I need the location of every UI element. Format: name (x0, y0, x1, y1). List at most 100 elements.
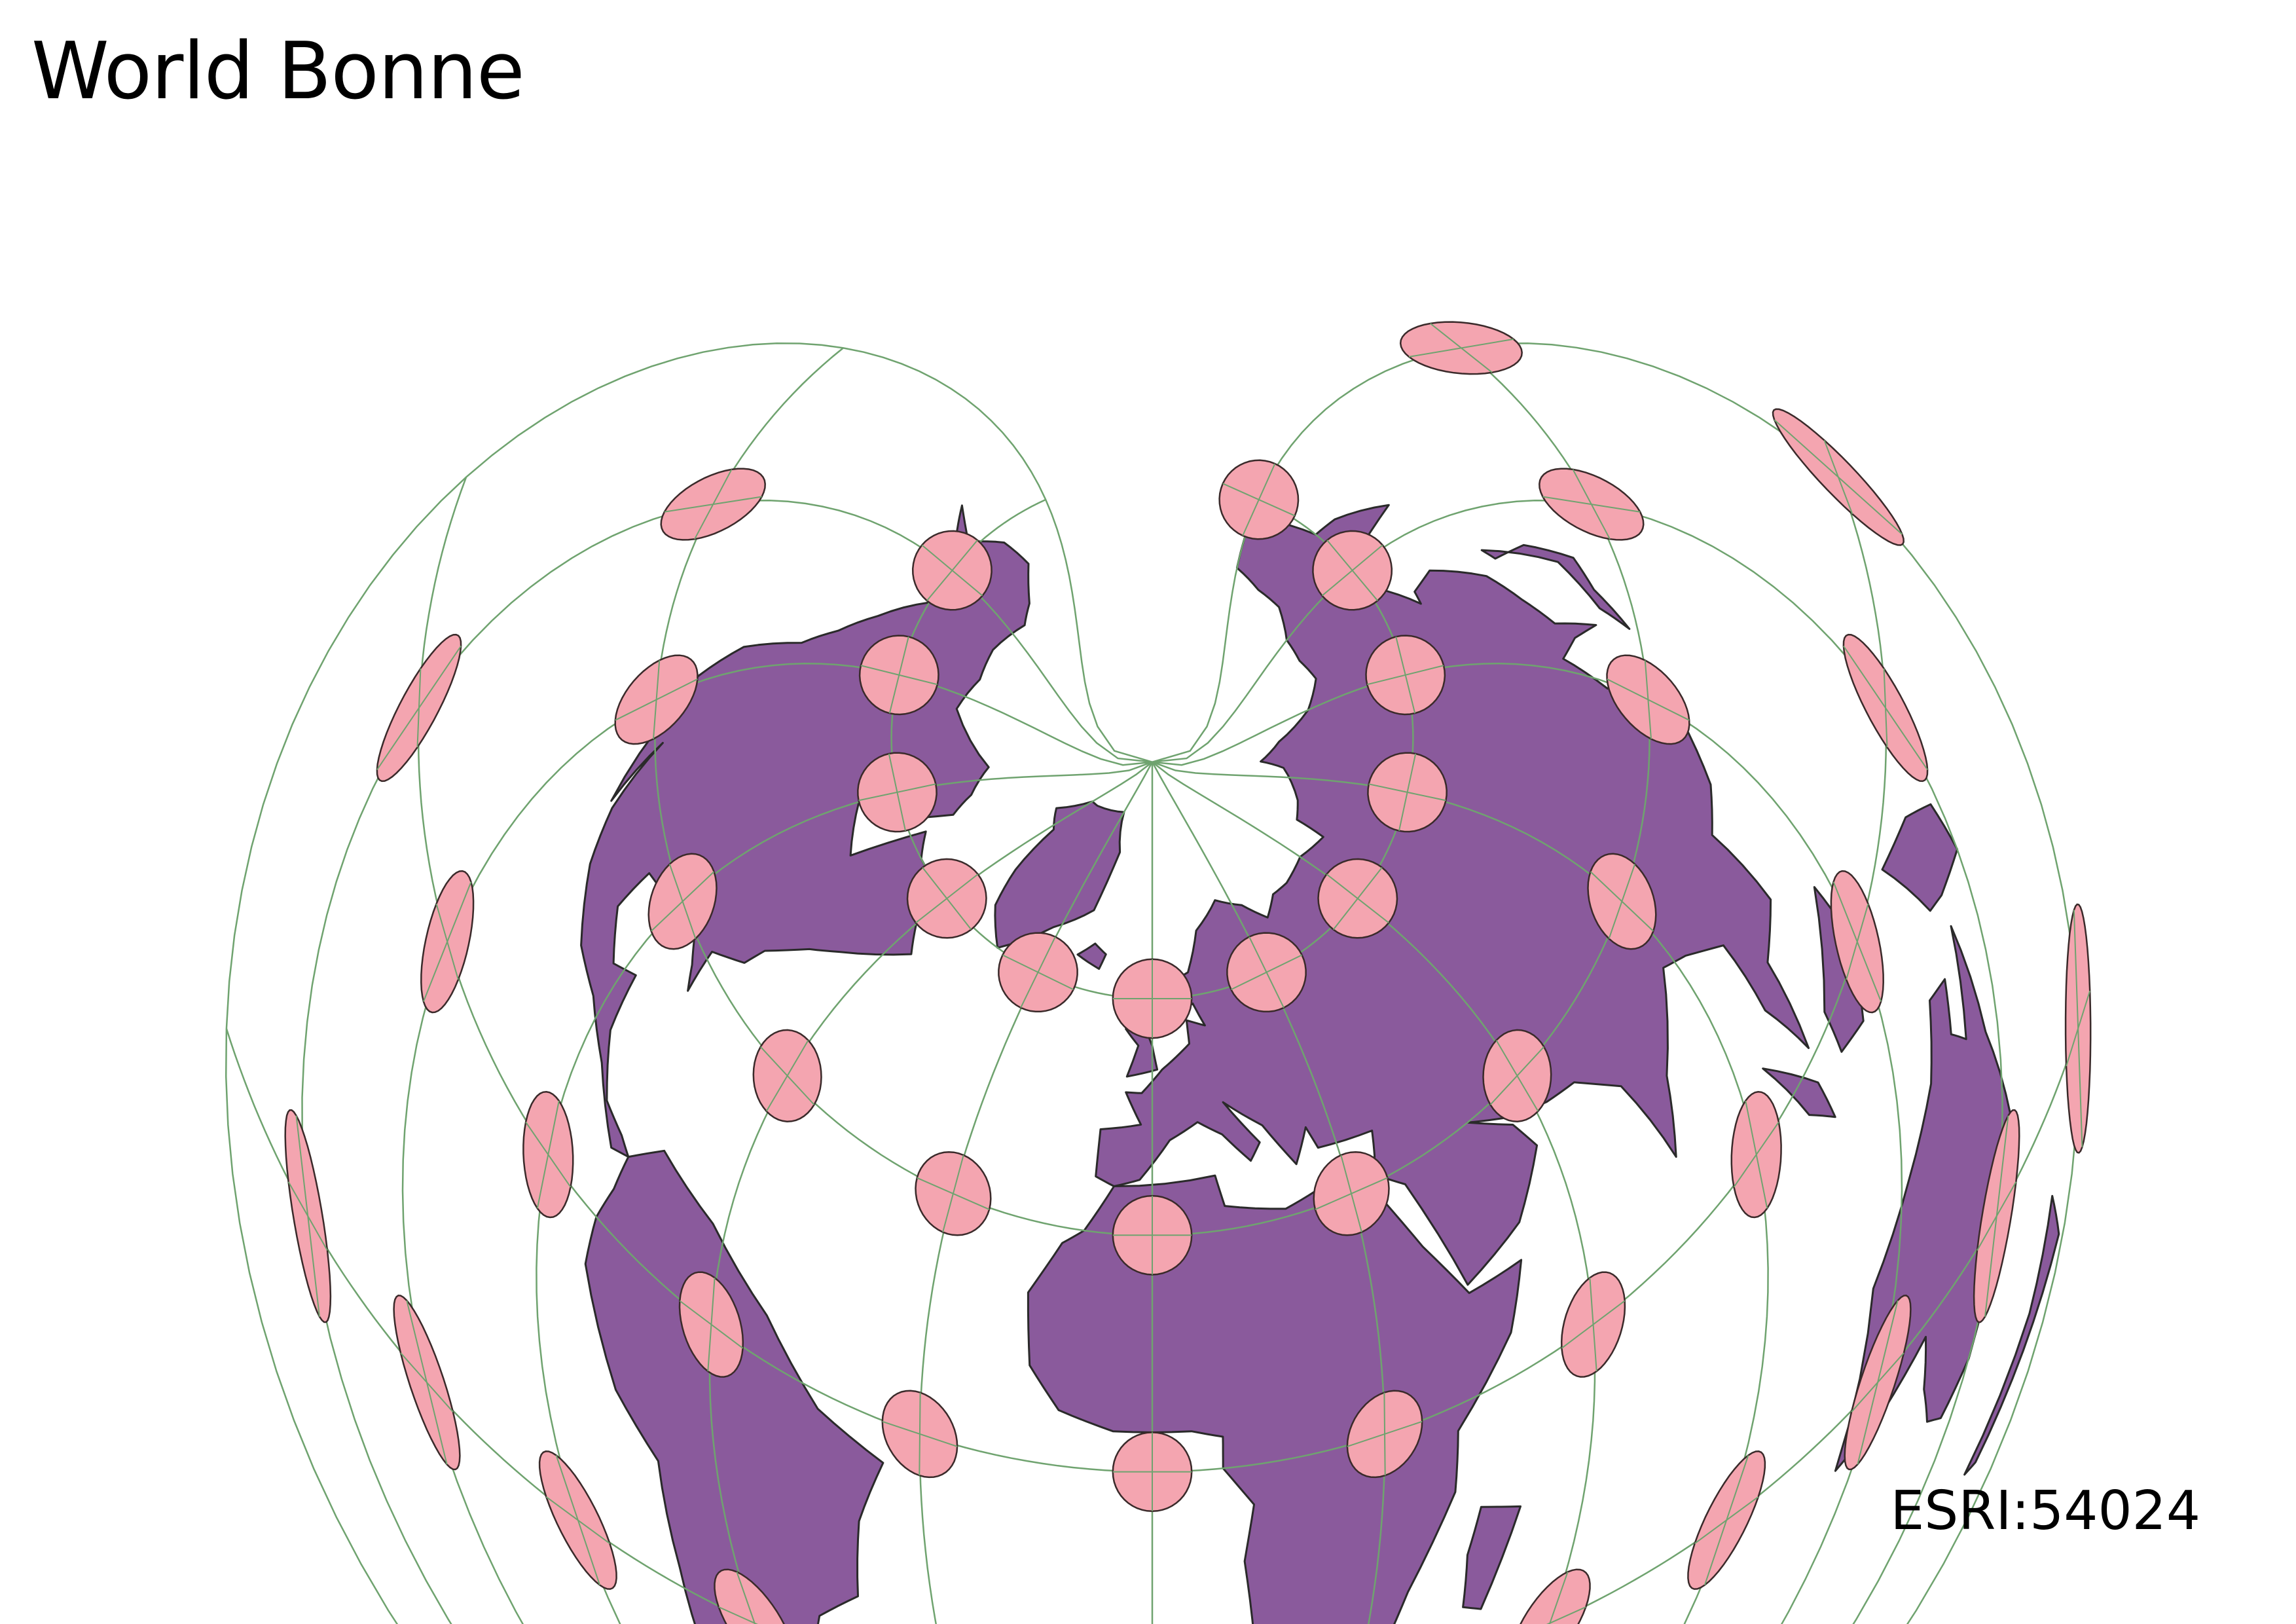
tissot-indicatrix (1317, 858, 1398, 939)
indicatrix-meridian-axis (1857, 1300, 1899, 1465)
tissot-indicatrix-layer (284, 321, 2092, 1624)
tissot-indicatrix (1560, 1271, 1626, 1378)
tissot-indicatrix (1399, 321, 1523, 375)
indicatrix-meridian-axis (921, 544, 983, 597)
landmass-greenland (994, 800, 1125, 949)
tissot-indicatrix (522, 1091, 574, 1219)
tissot-indicatrix (1730, 1091, 1782, 1219)
indicatrix-meridian-axis (1321, 544, 1383, 597)
tissot-indicatrix (420, 870, 475, 1014)
landmass-iceland (1076, 942, 1107, 970)
indicatrix-meridian-axis (1774, 419, 1903, 535)
tissot-indicatrix (857, 752, 938, 833)
tissot-indicatrix (906, 858, 987, 939)
indicatrix-meridian-axis (555, 1455, 601, 1585)
indicatrix-meridian-axis (1340, 1154, 1362, 1232)
indicatrix-ellipse (1520, 1568, 1591, 1624)
tissot-indicatrix (538, 1450, 617, 1590)
tissot-indicatrix (660, 468, 766, 541)
tissot-indicatrix (1112, 958, 1193, 1039)
indicatrix-meridian-axis (295, 1115, 320, 1317)
tissot-indicatrix (1367, 752, 1448, 833)
tissot-indicatrix (1112, 1194, 1193, 1276)
indicatrix-meridian-axis (860, 665, 938, 686)
indicatrix-meridian-axis (1408, 338, 1514, 358)
landmass-sumatra (1762, 1067, 1836, 1118)
tissot-indicatrix (1112, 1431, 1193, 1513)
tissot-indicatrix (393, 1295, 461, 1471)
tissot-indicatrix (714, 1568, 785, 1624)
indicatrix-meridian-axis (1590, 871, 1654, 932)
indicatrix-meridian-axis (2073, 910, 2083, 1147)
tissot-indicatrix (1830, 870, 1884, 1014)
indicatrix-meridian-axis (1832, 881, 1882, 1002)
tissot-indicatrix (998, 932, 1078, 1013)
indicatrix-meridian-axis (651, 871, 715, 932)
tissot-indicatrix (1226, 932, 1307, 1013)
map-title: World Bonne (31, 26, 525, 117)
tissot-indicatrix (915, 1151, 992, 1236)
indicatrix-meridian-axis (1607, 678, 1690, 721)
indicatrix-meridian-axis (1589, 1278, 1597, 1372)
indicatrix-meridian-axis (1548, 1572, 1569, 1624)
meridian-line (225, 342, 1153, 1624)
tissot-indicatrix (1973, 1109, 2020, 1323)
tissot-indicatrix (284, 1109, 332, 1323)
indicatrix-meridian-axis (1495, 1040, 1539, 1112)
landmass-south-america (584, 1149, 884, 1624)
tissot-indicatrix (1365, 635, 1446, 716)
indicatrix-meridian-axis (615, 678, 698, 721)
landmass-africa (1027, 1174, 1523, 1624)
indicatrix-meridian-axis (376, 645, 462, 771)
indicatrix-meridian-axis (1326, 874, 1389, 923)
indicatrix-meridian-axis (915, 874, 979, 923)
indicatrix-meridian-axis (765, 1040, 809, 1112)
indicatrix-meridian-axis (1704, 1455, 1749, 1585)
indicatrix-meridian-axis (1542, 496, 1641, 513)
tissot-indicatrix (376, 633, 462, 783)
tissot-indicatrix (1312, 530, 1393, 611)
indicatrix-meridian-axis (1248, 936, 1285, 1008)
tissot-indicatrix (1482, 1029, 1552, 1122)
tissot-indicatrix (1587, 853, 1657, 950)
indicatrix-meridian-axis (1020, 936, 1056, 1008)
tissot-indicatrix (752, 1029, 822, 1122)
tissot-indicatrix (1844, 1295, 1912, 1471)
landmass-japan (1480, 544, 1631, 630)
indicatrix-meridian-axis (536, 1100, 560, 1209)
indicatrix-meridian-axis (1745, 1100, 1768, 1209)
landmass-new-zealand (1963, 1194, 2060, 1476)
indicatrix-meridian-axis (1843, 645, 1928, 771)
indicatrix-meridian-axis (664, 496, 762, 513)
tissot-indicatrix (1539, 468, 1645, 541)
indicatrix-meridian-axis (1984, 1115, 2009, 1317)
tissot-indicatrix (1346, 1390, 1423, 1479)
tissot-indicatrix (1313, 1151, 1390, 1236)
indicatrix-meridian-axis (858, 783, 936, 802)
tissot-indicatrix (858, 635, 939, 716)
tissot-indicatrix (2064, 903, 2092, 1154)
crs-code-label: ESRI:54024 (1890, 1480, 2200, 1542)
indicatrix-meridian-axis (1383, 1392, 1386, 1476)
indicatrix-meridian-axis (919, 1392, 921, 1476)
tissot-indicatrix (1687, 1450, 1766, 1590)
indicatrix-meridian-axis (707, 1278, 716, 1372)
indicatrix-meridian-axis (1242, 463, 1276, 536)
tissot-indicatrix (911, 530, 993, 611)
tissot-indicatrix (1520, 1568, 1591, 1624)
tissot-indicatrix (678, 1271, 744, 1378)
indicatrix-meridian-axis (422, 881, 472, 1002)
tissot-indicatrix (647, 853, 718, 950)
landmass-eurasia (1095, 504, 1810, 1286)
tissot-indicatrix (1772, 408, 1904, 546)
indicatrix-meridian-axis (736, 1572, 756, 1624)
indicatrix-meridian-axis (406, 1300, 448, 1465)
tissot-indicatrix (614, 654, 699, 745)
landmass-madagascar (1462, 1505, 1522, 1610)
indicatrix-meridian-axis (1366, 665, 1444, 686)
tissot-indicatrix (1218, 459, 1300, 540)
tissot-indicatrix (1842, 633, 1929, 783)
tissot-indicatrix (881, 1390, 958, 1479)
indicatrix-meridian-axis (1368, 783, 1446, 802)
